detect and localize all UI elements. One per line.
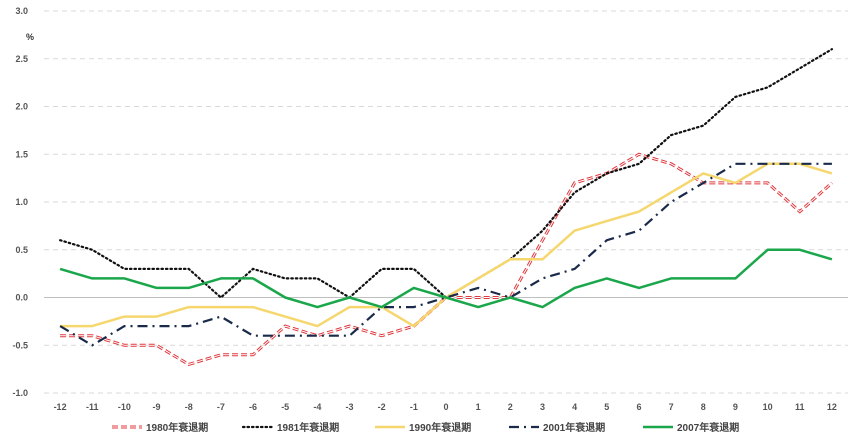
y-tick-label: -1.0: [12, 388, 28, 398]
x-tick-label: 0: [443, 402, 448, 412]
x-tick-label: 3: [540, 402, 545, 412]
x-tick-label: -10: [118, 402, 131, 412]
x-tick-label: -5: [281, 402, 289, 412]
x-tick-label: -8: [185, 402, 193, 412]
y-tick-label: -0.5: [12, 340, 28, 350]
x-tick-label: -7: [217, 402, 225, 412]
y-tick-label: 2.0: [15, 102, 28, 112]
series-line-3: [59, 162, 832, 347]
x-tick-label: 11: [795, 402, 805, 412]
x-tick-label: 8: [701, 402, 706, 412]
x-tick-label: 5: [604, 402, 609, 412]
y-axis: 3.0 2.5 2.0 1.5 1.0 0.5 0.0 -0.5 -1.0: [12, 6, 28, 398]
y-tick-label: 2.5: [15, 54, 28, 64]
x-tick-label: -4: [313, 402, 321, 412]
x-tick-label: -9: [153, 402, 161, 412]
x-tick-label: 1: [476, 402, 481, 412]
x-tick-label: -11: [86, 402, 99, 412]
series-line-4: [59, 248, 833, 309]
legend: 1980年衰退期 1981年衰退期 1990年衰退期 2001年衰退期 2007年衰退期: [112, 421, 739, 434]
series-line-0-inner: [60, 153, 833, 365]
y-tick-label: 3.0: [15, 6, 28, 16]
legend-label: 1980年衰退期: [146, 421, 208, 434]
legend-label: 1990年衰退期: [409, 421, 471, 434]
x-tick-label: -1: [410, 402, 418, 412]
x-axis: -12 -11 -10 -9 -8 -7 -6 -5 -4 -3 -2 -1 0 1 2 3 4 5 6 7 8 9 10 1…: [54, 402, 837, 412]
x-tick-label: 9: [733, 402, 738, 412]
x-tick-label: 12: [827, 402, 837, 412]
x-tick-label: 7: [669, 402, 674, 412]
x-tick-label: 2: [508, 402, 513, 412]
x-tick-label: -2: [378, 402, 386, 412]
legend-label: 2001年衰退期: [543, 421, 605, 434]
y-tick-label: 0.0: [15, 293, 28, 303]
x-tick-label: -12: [54, 402, 67, 412]
x-tick-label: -3: [346, 402, 354, 412]
y-tick-label: 1.0: [15, 197, 28, 207]
x-tick-label: 4: [572, 402, 577, 412]
series-line-0: [60, 152, 833, 367]
x-tick-label: -6: [249, 402, 257, 412]
x-tick-label: 6: [636, 402, 641, 412]
series-lines: [58, 48, 834, 367]
y-tick-label: 0.5: [15, 245, 28, 255]
grid-lines: [44, 10, 848, 394]
series-line-2: [60, 162, 833, 328]
y-axis-label: %: [26, 32, 34, 42]
legend-label: 2007年衰退期: [677, 421, 739, 434]
legend-label: 1981年衰退期: [277, 421, 339, 434]
x-tick-label: 10: [763, 402, 773, 412]
series-line-1: [58, 48, 834, 299]
y-tick-label: 1.5: [15, 149, 28, 159]
